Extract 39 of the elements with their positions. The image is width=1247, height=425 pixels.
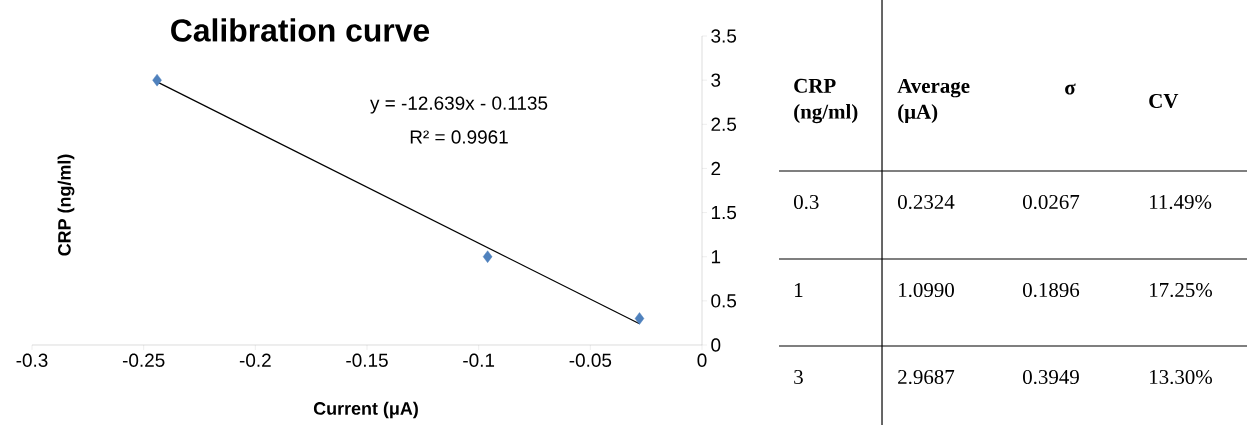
y-tick-label: 3 xyxy=(711,73,721,87)
y-tick-label: 0 xyxy=(711,338,721,352)
text: CRP (ng/ml) xyxy=(794,78,858,124)
y-axis-title: CRP (ng/ml) xyxy=(57,154,75,256)
text: 0.0267 xyxy=(1023,194,1080,210)
text: 2.9687 xyxy=(898,369,955,385)
x-tick-label: -0.15 xyxy=(346,353,388,367)
text: 1.0990 xyxy=(899,282,954,298)
y-tick-label: 0.5 xyxy=(711,294,737,308)
x-tick-label: -0.3 xyxy=(16,353,48,367)
text: 17.25% xyxy=(1150,282,1213,298)
y-tick-label: 3.5 xyxy=(711,29,737,43)
chart-title: Calibration curve xyxy=(171,18,430,42)
point xyxy=(152,73,162,87)
text: 0.1896 xyxy=(1023,282,1080,298)
text: CV xyxy=(1149,93,1179,109)
x-tick-label: -0.1 xyxy=(463,353,495,367)
point xyxy=(634,312,645,325)
y-tick-label: 2.5 xyxy=(711,117,737,131)
x-axis-title: Current (μA) xyxy=(313,401,418,419)
text: 11.49% xyxy=(1150,194,1212,210)
point xyxy=(482,250,493,263)
text: 0.3 xyxy=(794,194,819,210)
y-tick-label: 1 xyxy=(711,250,721,264)
y-tick-label: 1.5 xyxy=(711,205,737,220)
annotation: y = -12.639x - 0.1135 xyxy=(370,96,548,114)
text: 0.2324 xyxy=(898,194,955,210)
x-tick-label: -0.05 xyxy=(569,353,612,367)
x-tick-label: -0.25 xyxy=(122,353,165,367)
x-tick-label: 0 xyxy=(697,353,707,367)
text: Average (μA) xyxy=(897,78,970,124)
text: 3 xyxy=(794,369,803,385)
text: σ xyxy=(1065,83,1076,95)
annotation: R² = 0.9961 xyxy=(410,130,508,144)
y-tick-label: 2 xyxy=(711,161,721,176)
x-tick-label: -0.2 xyxy=(239,353,271,367)
text: 13.30% xyxy=(1150,369,1213,385)
text: 0.3949 xyxy=(1023,369,1079,385)
text: 1 xyxy=(795,283,803,297)
